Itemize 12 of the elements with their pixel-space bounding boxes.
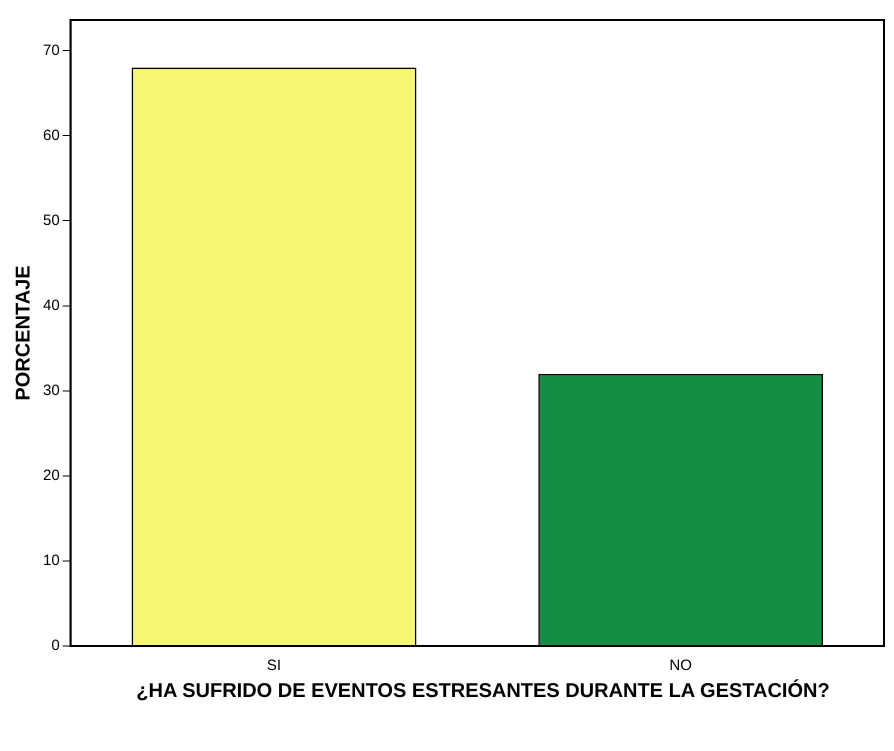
y-tick-label: 50 <box>42 212 60 229</box>
x-tick-label: SI <box>266 657 282 674</box>
x-axis-title: ¿HA SUFRIDO DE EVENTOS ESTRESANTES DURANTE LA GESTACIÓN? <box>135 678 831 704</box>
y-tick-label: 20 <box>42 467 60 484</box>
y-tick-label: 70 <box>42 42 60 59</box>
y-tick-label: 40 <box>42 296 60 314</box>
y-tick-label: 0 <box>51 637 60 654</box>
y-axis-title: PORCENTAJE <box>12 265 35 401</box>
y-tick-label: 10 <box>42 552 60 570</box>
y-tick-label: 30 <box>42 382 60 399</box>
x-tick-label: NO <box>669 657 692 674</box>
y-tick-label: 60 <box>42 126 60 144</box>
